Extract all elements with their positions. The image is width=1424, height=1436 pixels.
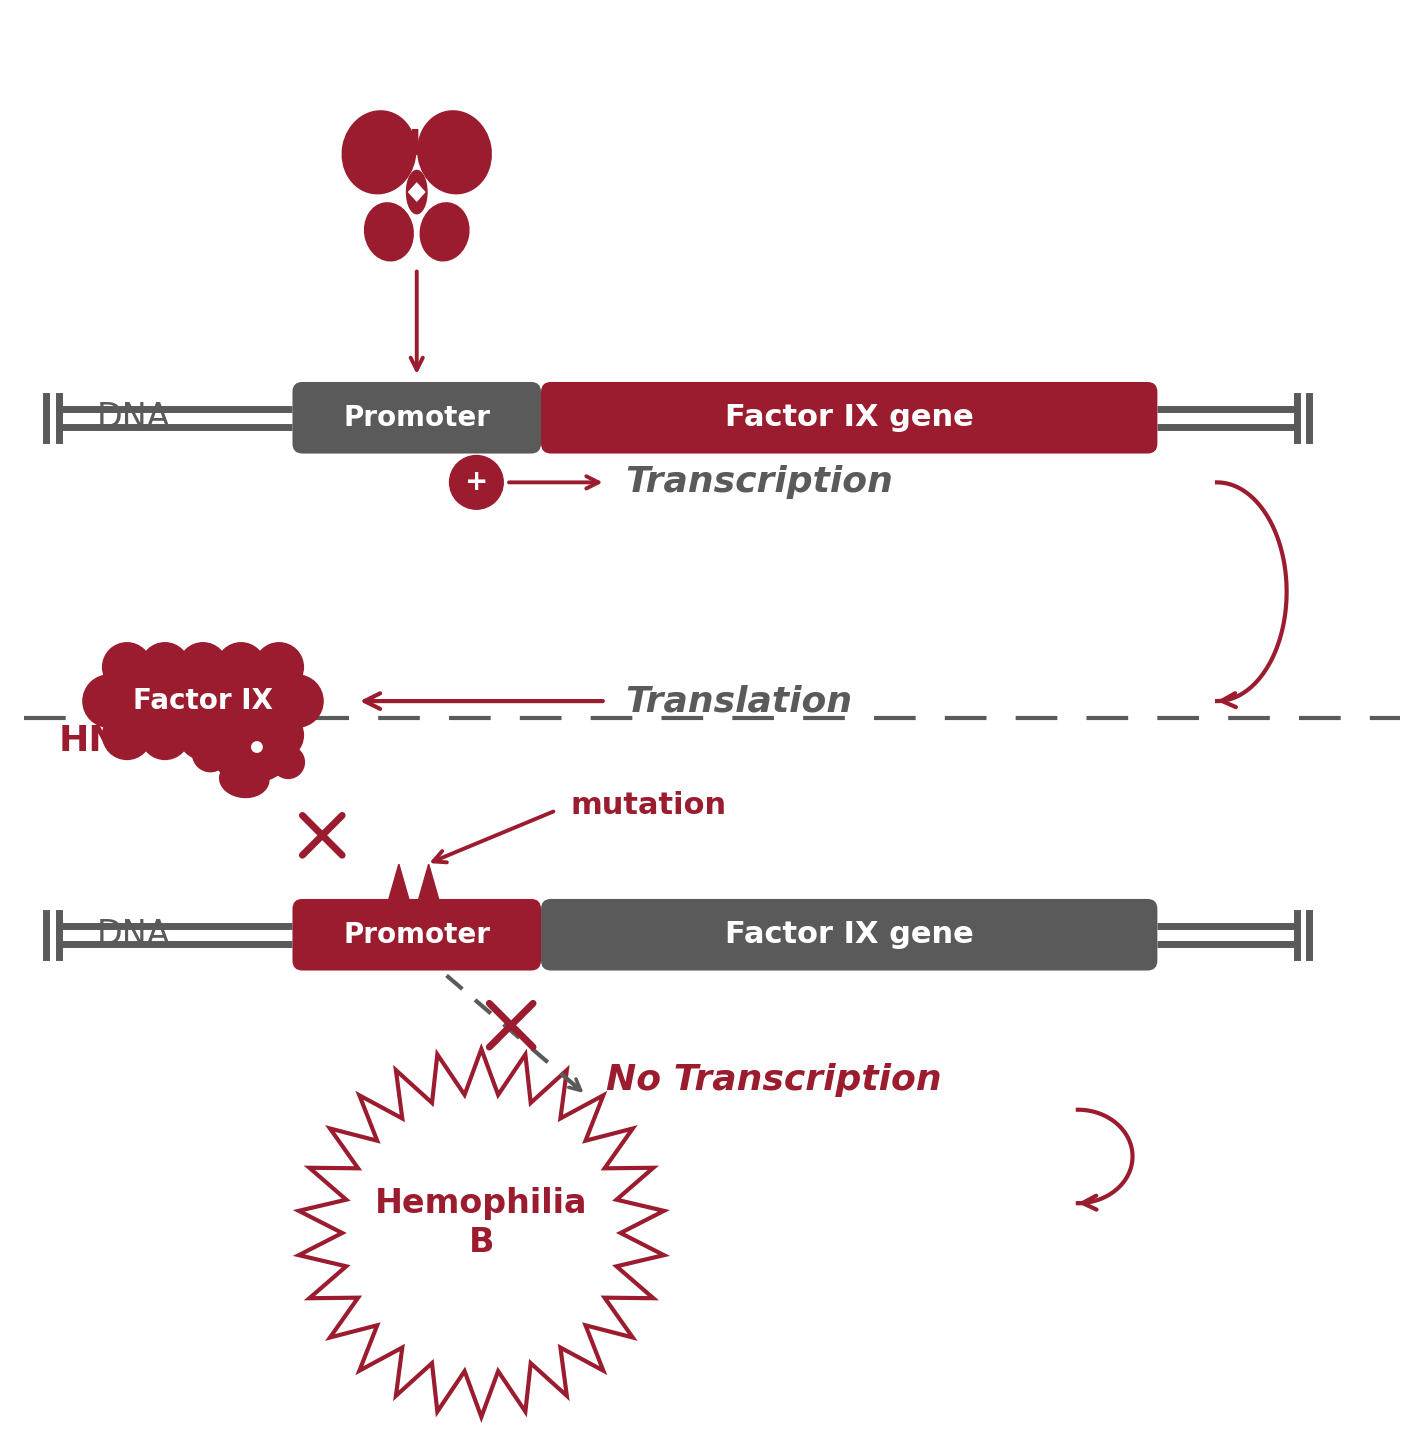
Text: Hemophilia
B: Hemophilia B <box>375 1188 588 1258</box>
Text: Factor IX: Factor IX <box>132 686 273 715</box>
Circle shape <box>103 709 152 760</box>
Ellipse shape <box>199 719 246 763</box>
Ellipse shape <box>258 718 299 757</box>
Text: mutation: mutation <box>571 791 728 820</box>
Ellipse shape <box>342 111 416 194</box>
Text: DNA: DNA <box>97 918 171 951</box>
Circle shape <box>140 709 189 760</box>
Text: Factor IX gene: Factor IX gene <box>725 920 974 949</box>
Circle shape <box>140 642 189 692</box>
Text: DNA: DNA <box>97 401 171 434</box>
Text: Factor IX gene: Factor IX gene <box>725 404 974 432</box>
Circle shape <box>192 735 229 773</box>
Circle shape <box>216 642 266 692</box>
Ellipse shape <box>219 760 269 798</box>
Polygon shape <box>419 864 439 899</box>
Text: Translation: Translation <box>625 684 853 718</box>
Circle shape <box>271 675 323 728</box>
Ellipse shape <box>215 732 290 784</box>
Text: +: + <box>464 468 488 497</box>
Ellipse shape <box>417 111 491 194</box>
Circle shape <box>253 642 305 692</box>
Text: HNFα: HNFα <box>58 724 169 758</box>
Circle shape <box>253 709 305 760</box>
Ellipse shape <box>406 169 427 214</box>
Text: Promoter: Promoter <box>343 920 490 949</box>
Ellipse shape <box>420 202 470 261</box>
Circle shape <box>83 675 135 728</box>
Circle shape <box>216 709 266 760</box>
FancyBboxPatch shape <box>292 899 541 971</box>
Circle shape <box>178 709 228 760</box>
Text: Promoter: Promoter <box>343 404 490 432</box>
FancyBboxPatch shape <box>292 382 541 454</box>
Polygon shape <box>389 864 409 899</box>
Text: HNFα: HNFα <box>362 128 471 161</box>
Polygon shape <box>407 182 426 202</box>
FancyBboxPatch shape <box>541 382 1158 454</box>
Circle shape <box>251 741 263 752</box>
Ellipse shape <box>365 202 414 261</box>
Circle shape <box>272 745 305 780</box>
Circle shape <box>103 642 152 692</box>
FancyBboxPatch shape <box>104 661 302 741</box>
Circle shape <box>178 642 228 692</box>
Circle shape <box>450 455 503 510</box>
Text: Transcription: Transcription <box>625 465 893 500</box>
Polygon shape <box>299 1050 664 1417</box>
Text: No Transcription: No Transcription <box>605 1063 941 1097</box>
FancyBboxPatch shape <box>541 899 1158 971</box>
